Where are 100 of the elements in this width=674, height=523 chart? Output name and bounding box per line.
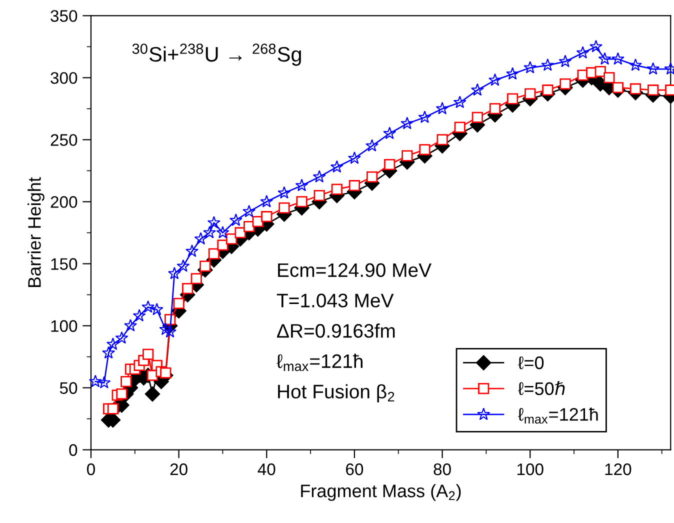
point [278, 202, 290, 214]
point [124, 318, 138, 332]
point [217, 240, 228, 251]
point [260, 194, 274, 208]
point [142, 348, 154, 360]
point [116, 388, 128, 400]
x-tick-label: 120 [605, 463, 632, 476]
point [88, 374, 102, 388]
point [314, 190, 325, 202]
y-tick-label: 300 [50, 72, 78, 84]
x-tick-label: 40 [258, 463, 276, 476]
point [185, 244, 198, 257]
point [598, 52, 612, 65]
point [295, 178, 308, 192]
point [419, 144, 430, 156]
annotation: T=1.043 MeV [276, 294, 394, 308]
point [400, 116, 414, 130]
y-axis-title: Barrier Height [28, 177, 44, 287]
point [348, 152, 361, 164]
annotation: Ecm=124.90 MeV [278, 263, 432, 278]
point [115, 331, 128, 344]
point [589, 40, 602, 52]
y-tick-label: 350 [50, 10, 78, 22]
point [418, 110, 432, 123]
annotation: $^{30}$Si+$^{238}$U → $^{268}$Sg [132, 44, 301, 66]
point [160, 367, 172, 378]
y-tick-label: 100 [51, 320, 78, 332]
point [106, 338, 120, 350]
point [296, 196, 308, 208]
point [541, 58, 554, 71]
point [278, 186, 291, 199]
point [472, 112, 483, 123]
y-tick-label: 150 [51, 258, 78, 270]
point [173, 298, 184, 309]
point [648, 84, 659, 96]
point [120, 376, 132, 388]
x-tick-label: 20 [170, 463, 188, 476]
point [234, 227, 246, 238]
point [366, 171, 378, 182]
legend-label: ℓ=0 [518, 356, 544, 370]
point [159, 322, 172, 336]
point [168, 266, 181, 280]
point [132, 309, 146, 322]
point [330, 160, 344, 173]
point [453, 96, 466, 108]
point [150, 302, 164, 316]
point [216, 226, 230, 238]
point [107, 403, 118, 414]
point [383, 126, 396, 140]
point [489, 103, 501, 114]
point [207, 216, 220, 228]
point [182, 282, 194, 294]
x-tick-label: 100 [517, 463, 544, 476]
legend-label: ℓ$_{max}$=121ħ [518, 408, 598, 424]
point [176, 259, 190, 272]
point [630, 83, 642, 94]
y-tick-label: 250 [50, 134, 78, 146]
point [611, 52, 624, 65]
point [194, 232, 208, 245]
y-tick-label: 200 [50, 196, 78, 208]
point [384, 158, 396, 170]
point [506, 93, 518, 104]
point [560, 78, 571, 90]
y-tick-label: 0 [69, 444, 78, 456]
point [331, 184, 342, 195]
annotation: ℓ$_{max}$=121ħ [276, 354, 363, 372]
point [261, 211, 272, 222]
point [488, 73, 502, 86]
point [142, 300, 155, 313]
point [470, 83, 484, 96]
point [164, 325, 177, 338]
point [436, 134, 448, 146]
legend-label: ℓ=50ℏ [518, 381, 565, 396]
point [402, 150, 413, 162]
point [208, 248, 220, 260]
point [312, 170, 326, 183]
point [98, 376, 111, 388]
point [348, 180, 360, 192]
point [144, 386, 160, 402]
point [366, 139, 379, 152]
x-axis-title: Fragment Mass (A$_{2}$) [301, 484, 461, 501]
annotation: Hot Fusion β$_{2}$ [278, 384, 394, 402]
point [102, 346, 116, 359]
x-tick-label: 60 [346, 463, 364, 476]
point [203, 226, 216, 238]
point [506, 67, 520, 80]
point [244, 220, 255, 232]
point [190, 273, 202, 284]
point [436, 102, 449, 114]
point [576, 46, 590, 59]
annotation: ΔR=0.9163fm [277, 324, 395, 338]
point [524, 60, 537, 74]
point [629, 58, 642, 71]
y-tick-label: 50 [60, 382, 78, 394]
point [242, 204, 256, 218]
point [229, 214, 242, 226]
point [604, 72, 615, 84]
point [542, 84, 554, 96]
point [558, 54, 572, 68]
x-tick-label: 0 [87, 463, 95, 476]
